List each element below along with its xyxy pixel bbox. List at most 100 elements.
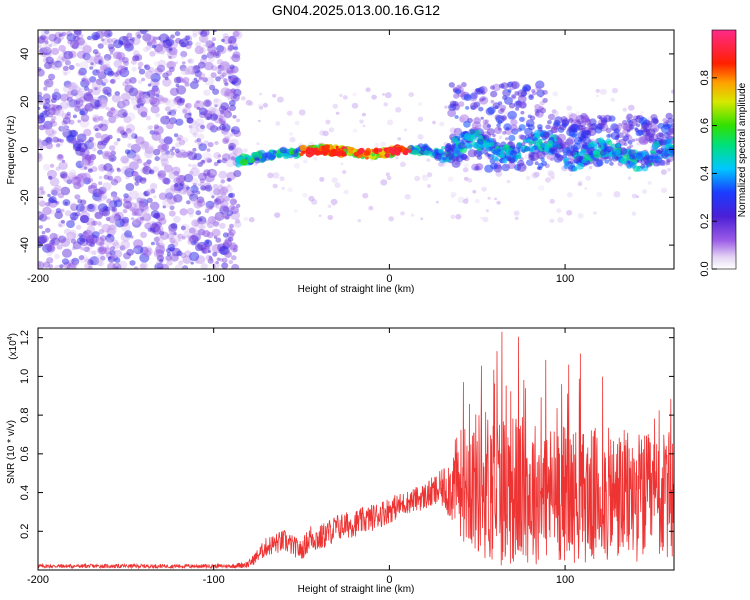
heatmap-cell bbox=[103, 87, 110, 93]
heatmap-cell bbox=[80, 159, 89, 166]
heatmap-cell bbox=[208, 256, 213, 261]
heatmap-cell bbox=[243, 148, 248, 153]
heatmap-cell bbox=[162, 97, 168, 103]
heatmap-cell bbox=[157, 173, 161, 177]
heatmap-cell bbox=[203, 173, 207, 177]
heatmap-cell bbox=[66, 111, 71, 116]
heatmap-cell bbox=[77, 199, 83, 204]
heatmap-cell bbox=[469, 135, 477, 142]
heatmap-cell bbox=[228, 142, 236, 150]
heatmap-cell bbox=[48, 44, 52, 48]
heatmap-cell bbox=[75, 62, 80, 67]
heatmap-cell bbox=[210, 72, 217, 78]
heatmap-cell bbox=[75, 160, 84, 169]
heatmap-cell bbox=[156, 94, 164, 102]
heatmap-cell bbox=[125, 123, 136, 133]
heatmap-cell bbox=[135, 32, 141, 37]
heatmap-cell bbox=[196, 196, 205, 204]
heatmap-cell bbox=[191, 198, 199, 205]
snr-y-ticks: 0.20.40.60.81.01.2 bbox=[19, 330, 674, 539]
heatmap-cell bbox=[565, 138, 574, 147]
heatmap-cell bbox=[80, 246, 84, 251]
heatmap-cell bbox=[38, 262, 42, 268]
heatmap-cell bbox=[60, 93, 69, 102]
heatmap-cell bbox=[70, 89, 79, 96]
heatmap-cell bbox=[193, 77, 198, 82]
heatmap-cell bbox=[190, 261, 194, 265]
heatmap-cell bbox=[529, 115, 536, 121]
heatmap-cell bbox=[87, 88, 93, 94]
heatmap-cell bbox=[640, 138, 644, 142]
heatmap-cell bbox=[511, 95, 517, 100]
heatmap-cell bbox=[38, 97, 46, 105]
heatmap-cell bbox=[343, 189, 349, 195]
y-tick-label: 20 bbox=[19, 96, 31, 108]
heatmap-cell bbox=[98, 181, 103, 186]
heatmap-cell bbox=[86, 160, 94, 167]
heatmap-cell bbox=[478, 96, 489, 105]
heatmap-cell bbox=[173, 177, 181, 184]
heatmap-cell bbox=[82, 247, 87, 251]
heatmap-cell bbox=[385, 172, 390, 177]
heatmap-cell bbox=[303, 159, 308, 164]
heatmap-cell bbox=[45, 127, 55, 136]
heatmap-cell bbox=[49, 177, 60, 187]
heatmap-cell bbox=[70, 238, 77, 244]
heatmap-cell bbox=[240, 96, 246, 101]
heatmap-cell bbox=[61, 112, 69, 120]
heatmap-cell bbox=[117, 100, 126, 109]
heatmap-cell bbox=[620, 157, 628, 165]
heatmap-cell bbox=[135, 136, 145, 145]
heatmap-cell bbox=[109, 79, 115, 84]
heatmap-cell bbox=[455, 88, 462, 95]
heatmap-cell bbox=[40, 190, 46, 195]
heatmap-cell bbox=[134, 135, 138, 139]
heatmap-cell bbox=[229, 55, 234, 60]
heatmap-cell bbox=[51, 91, 62, 101]
heatmap-cell bbox=[623, 142, 628, 146]
heatmap-cell bbox=[458, 116, 465, 123]
heatmap-cell bbox=[63, 80, 72, 88]
heatmap-cell bbox=[508, 134, 516, 142]
heatmap-cell bbox=[386, 175, 392, 181]
heatmap-cell bbox=[116, 167, 120, 171]
heatmap-cell bbox=[531, 172, 539, 179]
heatmap-cell bbox=[628, 149, 636, 157]
heatmap-cell bbox=[220, 200, 229, 209]
heatmap-cell bbox=[604, 159, 610, 164]
heatmap-cell bbox=[203, 169, 211, 176]
heatmap-cell bbox=[578, 114, 585, 120]
heatmap-cell bbox=[43, 120, 53, 130]
heatmap-cell bbox=[170, 184, 178, 192]
heatmap-cell bbox=[71, 176, 82, 186]
heatmap-cell bbox=[176, 250, 183, 257]
heatmap-cell bbox=[46, 110, 54, 117]
heatmap-cell bbox=[217, 185, 225, 192]
heatmap-cell bbox=[170, 34, 175, 39]
heatmap-cell bbox=[94, 211, 103, 220]
heatmap-cell bbox=[465, 106, 470, 110]
heatmap-cell bbox=[204, 249, 209, 253]
heatmap-cell bbox=[57, 138, 62, 143]
heatmap-cell bbox=[229, 68, 235, 73]
heatmap-cell bbox=[231, 255, 237, 261]
heatmap-cell bbox=[222, 232, 229, 238]
heatmap-cell bbox=[130, 217, 135, 221]
heatmap-cell bbox=[327, 204, 332, 209]
heatmap-cell bbox=[38, 47, 48, 55]
heatmap-cell bbox=[160, 158, 169, 166]
heatmap-cell bbox=[220, 87, 231, 97]
heatmap-cell bbox=[584, 118, 592, 126]
heatmap-cell bbox=[161, 143, 170, 151]
heatmap-cell bbox=[198, 61, 206, 69]
heatmap-cell bbox=[454, 115, 459, 119]
heatmap-cell bbox=[206, 231, 214, 239]
heatmap-cell bbox=[86, 165, 91, 170]
heatmap-cell bbox=[194, 45, 204, 55]
snr-y-label: SNR (10 * v/v) bbox=[6, 420, 17, 484]
heatmap-cell bbox=[97, 222, 103, 227]
spectrogram-x-label: Height of straight line (km) bbox=[298, 284, 415, 295]
heatmap-cell bbox=[155, 93, 160, 98]
heatmap-cell bbox=[71, 42, 79, 50]
heatmap-cell bbox=[536, 166, 541, 170]
